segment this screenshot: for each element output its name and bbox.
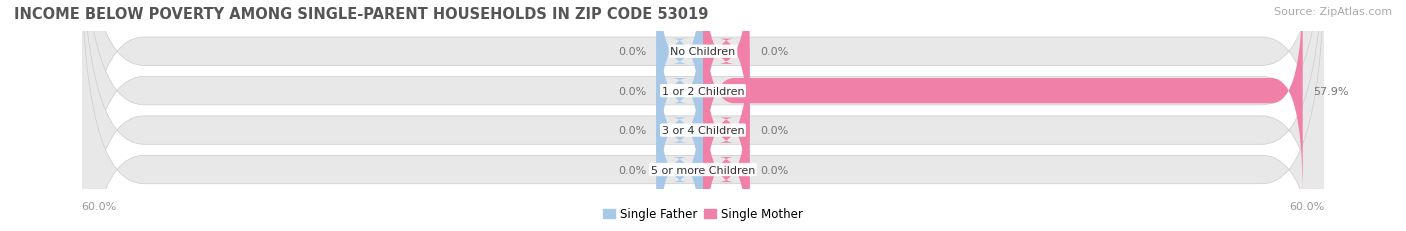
FancyBboxPatch shape <box>657 0 703 197</box>
Text: 0.0%: 0.0% <box>761 125 789 136</box>
FancyBboxPatch shape <box>82 0 1324 231</box>
Text: 0.0%: 0.0% <box>617 86 645 96</box>
FancyBboxPatch shape <box>703 64 749 231</box>
Text: Source: ZipAtlas.com: Source: ZipAtlas.com <box>1274 7 1392 17</box>
Text: 60.0%: 60.0% <box>1289 201 1324 211</box>
FancyBboxPatch shape <box>657 25 703 231</box>
Text: 1 or 2 Children: 1 or 2 Children <box>662 86 744 96</box>
FancyBboxPatch shape <box>657 0 703 157</box>
Text: 5 or more Children: 5 or more Children <box>651 165 755 175</box>
FancyBboxPatch shape <box>82 0 1324 231</box>
FancyBboxPatch shape <box>703 25 749 231</box>
Text: INCOME BELOW POVERTY AMONG SINGLE-PARENT HOUSEHOLDS IN ZIP CODE 53019: INCOME BELOW POVERTY AMONG SINGLE-PARENT… <box>14 7 709 22</box>
Text: 60.0%: 60.0% <box>82 201 117 211</box>
FancyBboxPatch shape <box>703 0 1303 197</box>
FancyBboxPatch shape <box>657 64 703 231</box>
Legend: Single Father, Single Mother: Single Father, Single Mother <box>599 203 807 225</box>
Text: 0.0%: 0.0% <box>617 47 645 57</box>
FancyBboxPatch shape <box>703 0 749 157</box>
Text: 0.0%: 0.0% <box>761 165 789 175</box>
Text: 0.0%: 0.0% <box>617 125 645 136</box>
Text: 3 or 4 Children: 3 or 4 Children <box>662 125 744 136</box>
Text: 57.9%: 57.9% <box>1313 86 1348 96</box>
FancyBboxPatch shape <box>82 0 1324 231</box>
Text: 0.0%: 0.0% <box>761 47 789 57</box>
Text: 0.0%: 0.0% <box>617 165 645 175</box>
Text: No Children: No Children <box>671 47 735 57</box>
FancyBboxPatch shape <box>82 0 1324 231</box>
